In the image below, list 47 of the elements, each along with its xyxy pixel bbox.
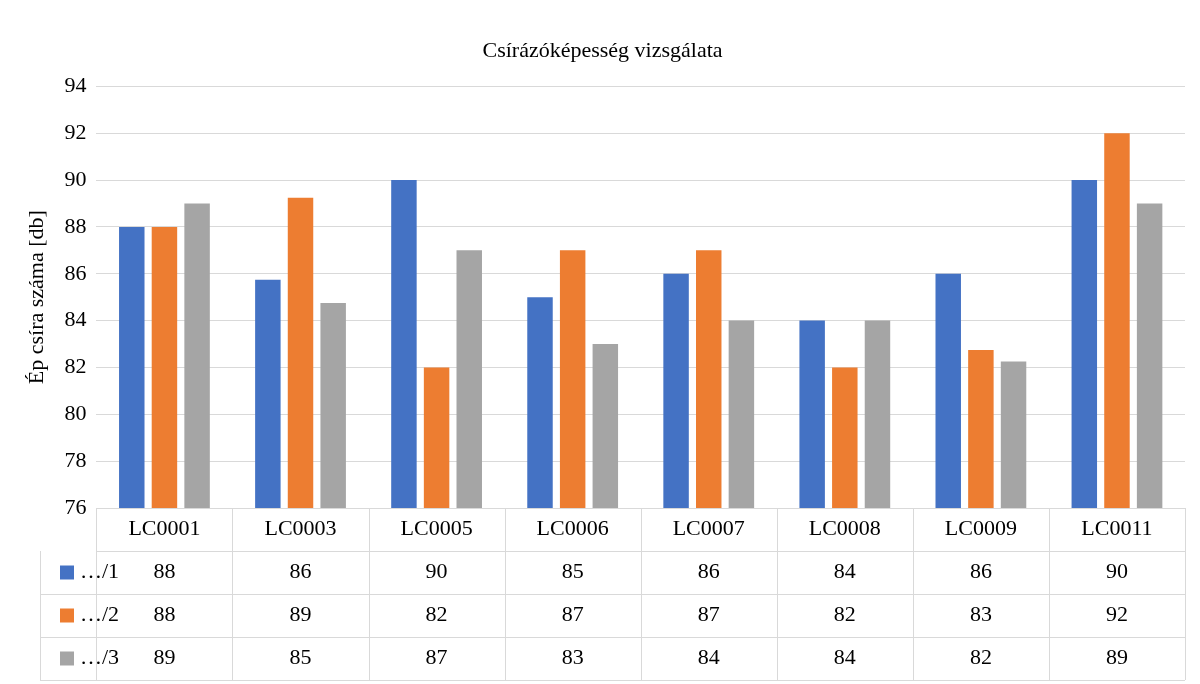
y-tick-label: 76 [64, 493, 87, 519]
y-tick-label: 86 [64, 259, 87, 285]
data-label: 85 [289, 644, 312, 670]
x-tick-label: LC0008 [808, 515, 881, 541]
x-tick-label: LC0005 [400, 515, 473, 541]
data-label: 90 [425, 558, 448, 584]
data-label: 89 [1105, 644, 1128, 670]
data-label: 92 [1105, 601, 1128, 627]
y-tick-label: 94 [64, 72, 87, 98]
y-tick-label: 78 [64, 446, 87, 472]
data-label: 88 [153, 558, 176, 584]
data-label: 86 [969, 558, 992, 584]
y-tick-label: 92 [64, 119, 87, 145]
y-axis-title: Ép csíra száma [db] [22, 210, 48, 385]
y-tick-label: 82 [64, 353, 87, 379]
data-label: 84 [697, 644, 720, 670]
data-label: 83 [969, 601, 992, 627]
data-label: 87 [697, 601, 720, 627]
data-label: 86 [289, 558, 312, 584]
x-tick-label: LC0006 [536, 515, 609, 541]
data-label: 84 [833, 558, 856, 584]
y-tick-label: 88 [64, 212, 87, 238]
x-tick-label: LC0003 [264, 515, 337, 541]
data-label: 84 [833, 644, 856, 670]
y-tick-label: 84 [64, 306, 87, 332]
data-label: 86 [697, 558, 720, 584]
x-tick-label: LC0007 [672, 515, 745, 541]
chart-title: Csírázóképesség vizsgálata [482, 36, 723, 62]
x-tick-label: LC0009 [944, 515, 1017, 541]
x-tick-label: LC0001 [128, 515, 201, 541]
data-label: 85 [561, 558, 584, 584]
legend-label: …/1 [80, 558, 120, 584]
data-label: 82 [833, 601, 856, 627]
legend-label: …/3 [80, 644, 120, 670]
data-label: 82 [969, 644, 992, 670]
legend-label: …/2 [80, 601, 120, 627]
data-label: 89 [153, 644, 176, 670]
y-tick-label: 80 [64, 400, 87, 426]
data-label: 82 [425, 601, 448, 627]
data-label: 83 [561, 644, 584, 670]
data-label: 90 [1105, 558, 1128, 584]
data-label: 87 [561, 601, 584, 627]
data-label: 89 [289, 601, 312, 627]
data-label: 88 [153, 601, 176, 627]
data-label: 87 [425, 644, 448, 670]
y-tick-label: 90 [64, 165, 87, 191]
x-tick-label: LC0011 [1081, 515, 1153, 541]
